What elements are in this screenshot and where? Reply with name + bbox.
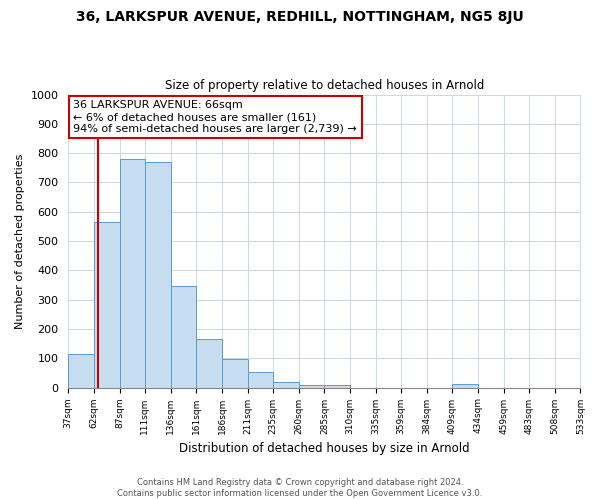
Bar: [273, 382, 299, 388]
Title: Size of property relative to detached houses in Arnold: Size of property relative to detached ho…: [165, 79, 484, 92]
Bar: [452, 384, 478, 388]
Text: Contains HM Land Registry data © Crown copyright and database right 2024.
Contai: Contains HM Land Registry data © Crown c…: [118, 478, 482, 498]
Bar: [120, 159, 145, 388]
Bar: [170, 286, 196, 388]
Bar: [248, 372, 273, 388]
Bar: [94, 222, 120, 388]
Bar: [325, 385, 350, 388]
Text: 36 LARKSPUR AVENUE: 66sqm
← 6% of detached houses are smaller (161)
94% of semi-: 36 LARKSPUR AVENUE: 66sqm ← 6% of detach…: [73, 100, 357, 134]
Bar: [145, 162, 170, 388]
Bar: [299, 385, 325, 388]
X-axis label: Distribution of detached houses by size in Arnold: Distribution of detached houses by size …: [179, 442, 470, 455]
Bar: [68, 354, 94, 388]
Bar: [196, 339, 222, 388]
Y-axis label: Number of detached properties: Number of detached properties: [15, 154, 25, 329]
Text: 36, LARKSPUR AVENUE, REDHILL, NOTTINGHAM, NG5 8JU: 36, LARKSPUR AVENUE, REDHILL, NOTTINGHAM…: [76, 10, 524, 24]
Bar: [222, 359, 248, 388]
